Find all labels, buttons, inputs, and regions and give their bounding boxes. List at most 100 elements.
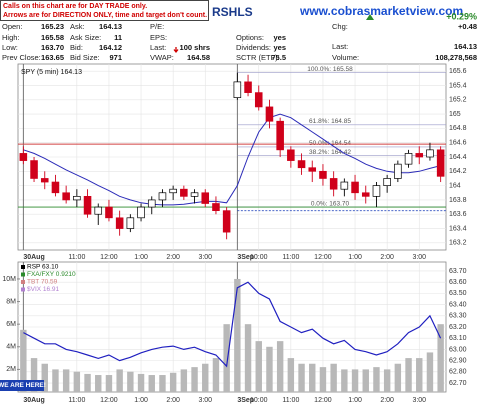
y-tick-label: 62.70 <box>449 380 467 387</box>
candle-body <box>254 92 263 108</box>
x-tick-label: 11:00 <box>68 254 85 261</box>
y-tick-label: 62.80 <box>449 369 467 376</box>
volume-bar <box>287 358 295 392</box>
legend-label: $VIX 16.91 <box>27 286 60 293</box>
quote-label: P/E: <box>150 22 164 31</box>
up-arrow-icon <box>366 14 374 20</box>
candle-body <box>244 81 252 93</box>
candle-body <box>319 170 327 179</box>
quote-label: High: <box>2 33 20 42</box>
notice-box <box>0 0 209 21</box>
volume-bar <box>341 369 348 392</box>
summary-label: Last: <box>332 42 348 51</box>
quote-value: 164.58 <box>187 53 210 62</box>
volume-bar <box>212 358 220 392</box>
volume-bar <box>266 346 273 392</box>
x-tick-label: 2:00 <box>166 397 180 404</box>
legend-swatch <box>21 287 25 292</box>
quote-label: Ask Size: <box>70 33 101 42</box>
volume-bar <box>394 363 402 392</box>
legend-swatch <box>21 272 25 277</box>
quote-value: 164.13 <box>99 22 122 31</box>
y-tick-label: 165.2 <box>449 97 467 104</box>
y-tick-label: 163.2 <box>449 240 467 247</box>
volume-bar <box>223 324 230 392</box>
y-tick-label: 164.6 <box>449 140 467 147</box>
volume-bar <box>20 329 27 392</box>
volume-bar <box>298 363 305 392</box>
legend-swatch <box>21 280 25 284</box>
y-tick-label: 63.10 <box>449 335 467 342</box>
quote-value: 163.70 <box>41 43 64 52</box>
summary-label: Chg: <box>332 22 348 31</box>
y-tick-label: 165.4 <box>449 82 467 89</box>
summary-value: 108,278,568 <box>435 53 477 62</box>
candle-body <box>404 153 413 165</box>
volume-bar <box>41 363 48 392</box>
x-tick-label: 3:00 <box>198 397 212 404</box>
symbol-fragment: RSHLS <box>212 5 253 19</box>
x-tick-label: 1:00 <box>134 397 148 404</box>
quote-value: 11 <box>114 33 122 42</box>
y2-tick-label: 4M <box>6 344 16 351</box>
x-tick-label: 1:00 <box>348 254 362 261</box>
x-tick-label: 3:00 <box>412 397 426 404</box>
y-tick-label: 63.70 <box>449 268 467 275</box>
x-tick-label: 12:00 <box>314 254 332 261</box>
quote-label: Ask: <box>70 22 85 31</box>
quote-value: 100 shrs <box>180 43 210 52</box>
candle-body <box>426 149 434 158</box>
summary-value: +0.48 <box>458 22 477 31</box>
candle-body <box>265 106 274 122</box>
quote-label: Last: <box>150 43 166 52</box>
candle-body <box>308 167 317 172</box>
volume-bar <box>426 352 434 392</box>
x-tick-label: 3Sep <box>237 397 254 404</box>
candle-body <box>115 217 124 229</box>
candle-body <box>297 160 306 169</box>
y-tick-label: 164.2 <box>449 168 467 175</box>
legend-label: RSP 63.10 <box>27 264 59 271</box>
y2-tick-label: 2M <box>6 366 16 373</box>
volume-bar <box>351 369 359 392</box>
legend-label: FXA/FXY 0.9210 <box>27 271 76 278</box>
volume-bar <box>191 367 198 392</box>
x-tick-label: 12:00 <box>314 397 332 404</box>
candle-body <box>201 192 210 204</box>
notice-line: Calls on this chart are for DAY TRADE on… <box>3 3 147 10</box>
volume-bar <box>255 341 262 392</box>
callout-box <box>0 380 44 391</box>
x-tick-label: 3:00 <box>198 254 212 261</box>
candle-body <box>169 188 177 194</box>
y2-tick-label: 8M <box>6 298 16 305</box>
volume-bar <box>437 324 444 392</box>
legend-label: TBT 70.59 <box>27 279 58 286</box>
quote-label: VWAP: <box>150 53 174 62</box>
x-tick-label: 2:00 <box>380 254 394 261</box>
site-url: www.cobrasmarketview.com <box>299 4 463 18</box>
quote-value: 165.23 <box>41 22 64 31</box>
volume-bar <box>30 358 38 392</box>
change-percent: +0.29% <box>446 11 477 21</box>
x-tick-label: 12:00 <box>100 397 118 404</box>
y-tick-label: 63.50 <box>449 290 467 297</box>
candle-body <box>436 149 445 177</box>
y-tick-label: 63.40 <box>449 301 467 308</box>
y-tick-label: 165 <box>449 111 461 118</box>
candle-body <box>94 206 103 215</box>
volume-bar <box>62 369 70 392</box>
fib-label: 61.8%: 164.85 <box>309 118 351 125</box>
volume-bar <box>148 375 155 392</box>
quote-label: Prev Close: <box>2 53 41 62</box>
candle-body <box>190 192 199 197</box>
volume-bar <box>405 358 412 392</box>
candle-body <box>105 206 113 219</box>
candle-body <box>383 178 391 186</box>
y-tick-label: 62.90 <box>449 357 467 364</box>
quote-label: Bid Size: <box>70 53 100 62</box>
quote-label: Open: <box>2 22 22 31</box>
volume-bar <box>276 341 284 392</box>
candle-body <box>233 81 242 98</box>
